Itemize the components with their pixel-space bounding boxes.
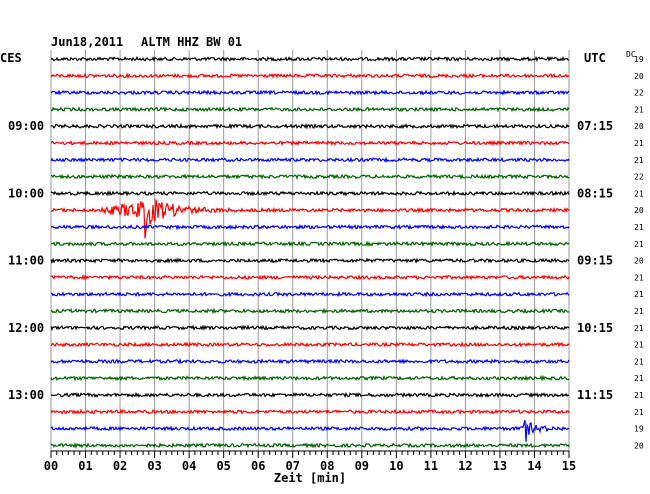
- chart-date: Jun18,2011: [51, 35, 123, 49]
- dc-value: 21: [634, 290, 644, 299]
- trace-11: [50, 223, 570, 231]
- x-tick-label: 07: [286, 459, 300, 473]
- left-timezone-label: CES: [0, 51, 22, 65]
- trace-group: [50, 56, 570, 449]
- x-axis-label: Zeit [min]: [274, 471, 346, 485]
- dc-value: 19: [634, 425, 644, 434]
- dc-value: 21: [634, 240, 644, 249]
- x-tick-label: 02: [113, 459, 127, 473]
- dc-value: 22: [634, 173, 644, 182]
- dc-value: 22: [634, 89, 644, 98]
- dc-value: 21: [634, 357, 644, 366]
- right-time-label: 07:15: [577, 119, 613, 133]
- x-tick-label: 00: [44, 459, 58, 473]
- trace-1: [50, 56, 570, 63]
- trace-15: [51, 290, 570, 298]
- dc-value: 21: [634, 374, 644, 383]
- dc-value: 20: [634, 122, 644, 131]
- dc-value: 21: [634, 408, 644, 417]
- trace-20: [50, 374, 570, 382]
- dc-value: 21: [634, 391, 644, 400]
- right-timezone-label: UTC: [584, 51, 606, 65]
- x-tick-label: 06: [251, 459, 265, 473]
- left-time-label: 10:00: [8, 186, 44, 200]
- x-tick-label: 09: [355, 459, 369, 473]
- left-time-label: 11:00: [8, 254, 44, 268]
- right-time-label: 08:15: [577, 186, 613, 200]
- chart-station: ALTM HHZ BW 01: [141, 35, 242, 49]
- trace-9: [50, 189, 570, 197]
- trace-2: [50, 72, 570, 80]
- x-tick-label: 08: [320, 459, 334, 473]
- trace-13: [50, 257, 570, 264]
- dc-value: 19: [634, 55, 644, 64]
- x-tick-label: 10: [389, 459, 403, 473]
- right-time-label: 09:15: [577, 254, 613, 268]
- trace-24: [50, 442, 570, 449]
- trace-19: [50, 357, 570, 365]
- dc-value: 21: [634, 189, 644, 198]
- trace-16: [50, 307, 570, 315]
- time-labels: 09:00 10:00 11:00 12:00 13:00 07:15 08:15 09:15…: [8, 55, 644, 450]
- grid-lines: [50, 50, 570, 451]
- trace-14: [50, 274, 570, 281]
- dc-value: 20: [634, 257, 644, 266]
- left-time-label: 09:00: [8, 119, 44, 133]
- trace-3: [50, 89, 570, 96]
- x-tick-label: 03: [147, 459, 161, 473]
- x-tick-label: 11: [424, 459, 438, 473]
- trace-10: [50, 199, 570, 239]
- trace-17: [50, 324, 570, 332]
- left-time-label: 12:00: [8, 321, 44, 335]
- trace-6: [50, 139, 570, 147]
- x-tick-label: 04: [182, 459, 196, 473]
- dc-value: 21: [634, 307, 644, 316]
- x-tick-label: 01: [78, 459, 92, 473]
- trace-18: [50, 341, 570, 348]
- dc-value: 20: [634, 206, 644, 215]
- trace-8: [50, 173, 570, 180]
- left-time-label: 13:00: [8, 388, 44, 402]
- dc-value: 20: [634, 72, 644, 81]
- x-tick-label: 15: [562, 459, 576, 473]
- dc-value: 20: [634, 441, 644, 450]
- dc-label: DC: [626, 50, 636, 59]
- trace-4: [50, 106, 570, 113]
- dc-value: 21: [634, 156, 644, 165]
- trace-7: [50, 156, 570, 163]
- trace-21: [50, 391, 570, 399]
- dc-value: 21: [634, 139, 644, 148]
- x-tick-label: 05: [216, 459, 230, 473]
- x-axis: 00 01 02 03 04 05 06 07 08 09 10 11 12 13 14 15: [44, 450, 576, 473]
- dc-value: 21: [634, 105, 644, 114]
- right-time-label: 10:15: [577, 321, 613, 335]
- trace-12: [50, 240, 570, 248]
- x-tick-label: 14: [527, 459, 541, 473]
- dc-value: 21: [634, 324, 644, 333]
- trace-5: [50, 122, 570, 130]
- dc-value: 21: [634, 341, 644, 350]
- trace-23: [50, 420, 570, 442]
- x-tick-label: 12: [458, 459, 472, 473]
- dc-value: 21: [634, 223, 644, 232]
- x-tick-label: 13: [493, 459, 507, 473]
- right-time-label: 11:15: [577, 388, 613, 402]
- trace-22: [50, 408, 570, 415]
- dc-value: 21: [634, 273, 644, 282]
